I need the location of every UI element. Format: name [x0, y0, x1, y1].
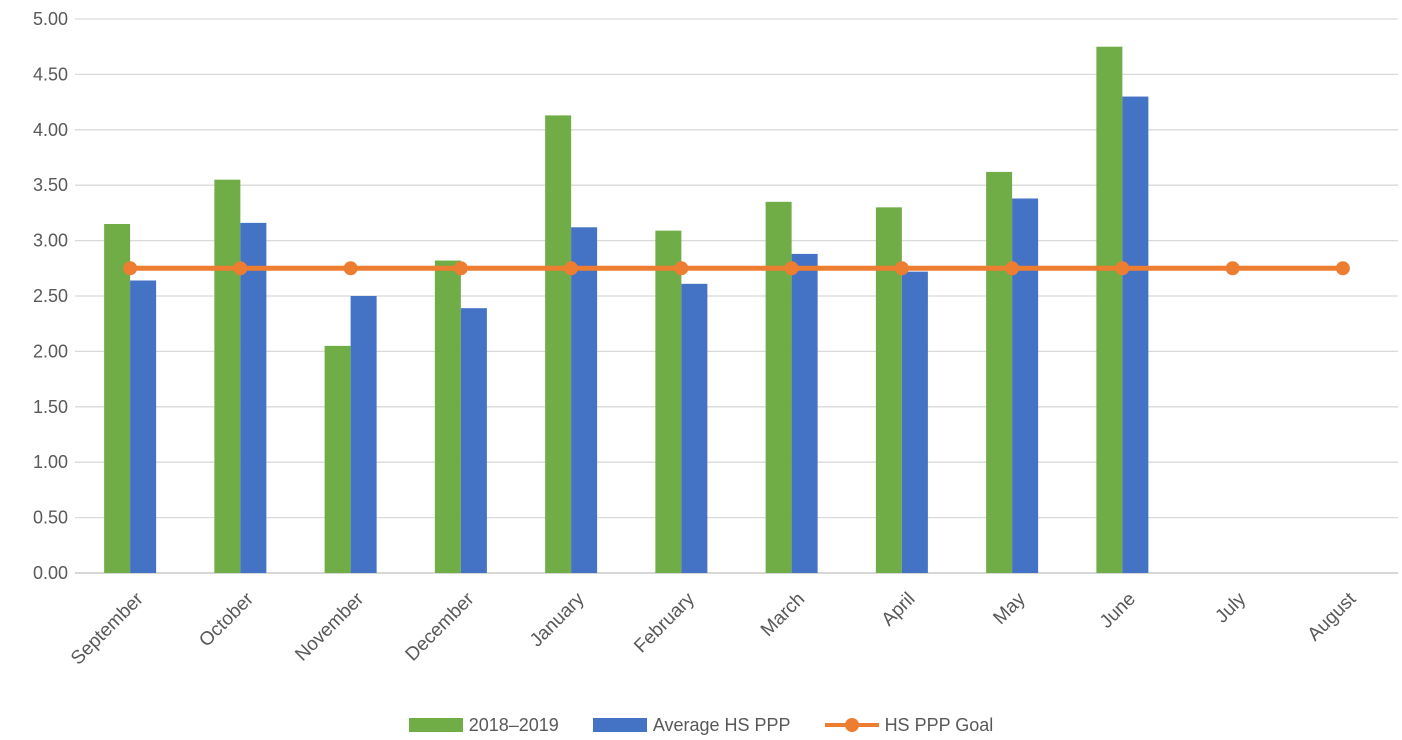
x-tick-label: January — [526, 588, 589, 651]
bar-2018-2019 — [1096, 46, 1123, 573]
x-tick-label: April — [878, 589, 920, 631]
bar-2018-2019 — [545, 115, 572, 574]
x-tick-label: December — [402, 588, 479, 665]
goal-point — [894, 261, 909, 276]
bar-2018-2019 — [434, 260, 461, 573]
bar-average-hs-ppp — [240, 222, 267, 573]
bar-2018-2019 — [765, 201, 792, 573]
goal-point — [1225, 261, 1240, 276]
bar-average-hs-ppp — [901, 271, 928, 573]
x-tick-label: June — [1096, 589, 1140, 633]
goal-point — [343, 261, 358, 276]
goal-point — [1335, 261, 1350, 276]
bar-average-hs-ppp — [1012, 198, 1039, 573]
bar-average-hs-ppp — [681, 283, 708, 573]
legend: 2018–2019 Average HS PPP HS PPP Goal — [0, 712, 1402, 738]
y-tick-label: 0.00 — [33, 563, 68, 583]
bar-2018-2019 — [214, 179, 241, 573]
x-tick-label: March — [757, 589, 809, 641]
bar-average-hs-ppp — [460, 308, 487, 573]
y-tick-label: 4.00 — [33, 120, 68, 140]
y-tick-label: 3.00 — [33, 231, 68, 251]
y-tick-label: 5.00 — [33, 9, 68, 29]
legend-label-average-hs-ppp: Average HS PPP — [652, 714, 791, 735]
y-tick-label: 2.50 — [33, 286, 68, 306]
bar-2018-2019 — [986, 171, 1013, 574]
legend-swatch-hs-ppp-goal — [824, 718, 879, 732]
x-tick-label: October — [195, 588, 258, 651]
goal-point — [674, 261, 689, 276]
bar-average-hs-ppp — [791, 253, 818, 573]
bar-average-hs-ppp — [130, 280, 157, 573]
legend-item-hs-ppp-goal: HS PPP Goal — [824, 714, 994, 736]
goal-point — [233, 261, 248, 276]
x-tick-label: August — [1304, 588, 1361, 645]
bar-2018-2019 — [324, 345, 351, 573]
bar-2018-2019 — [875, 207, 902, 574]
y-tick-label: 0.50 — [33, 508, 68, 528]
goal-point — [1005, 261, 1020, 276]
legend-label-hs-ppp-goal: HS PPP Goal — [884, 714, 994, 735]
y-tick-label: 1.00 — [33, 452, 68, 472]
y-tick-label: 4.50 — [33, 64, 68, 84]
legend-swatch-2018-2019 — [408, 718, 463, 732]
bar-2018-2019 — [104, 223, 131, 574]
x-tick-label: May — [989, 588, 1030, 629]
x-tick-label: July — [1211, 588, 1250, 627]
chart-plot: 0.00 0.50 1.00 1.50 2.00 2.50 3.00 3.50 4.00 4.50… — [33, 9, 1398, 669]
legend-label-2018-2019: 2018–2019 — [468, 714, 559, 735]
bar-average-hs-ppp — [350, 296, 377, 573]
goal-point — [1115, 261, 1130, 276]
goal-point — [123, 261, 138, 276]
legend-swatch-average-hs-ppp — [592, 718, 647, 732]
x-tick-label: February — [630, 588, 699, 657]
y-tick-label: 1.50 — [33, 397, 68, 417]
y-tick-label: 3.50 — [33, 175, 68, 195]
legend-item-average-hs-ppp: Average HS PPP — [592, 714, 791, 736]
bar-2018-2019 — [655, 230, 682, 574]
bar-average-hs-ppp — [1122, 96, 1149, 573]
goal-point — [784, 261, 799, 276]
bar-average-hs-ppp — [571, 227, 598, 573]
x-tick-label: September — [67, 588, 148, 669]
goal-point — [453, 261, 468, 276]
goal-point — [564, 261, 579, 276]
legend-item-2018-2019: 2018–2019 — [408, 714, 559, 736]
x-tick-label: November — [291, 588, 368, 665]
y-tick-label: 2.00 — [33, 341, 68, 361]
